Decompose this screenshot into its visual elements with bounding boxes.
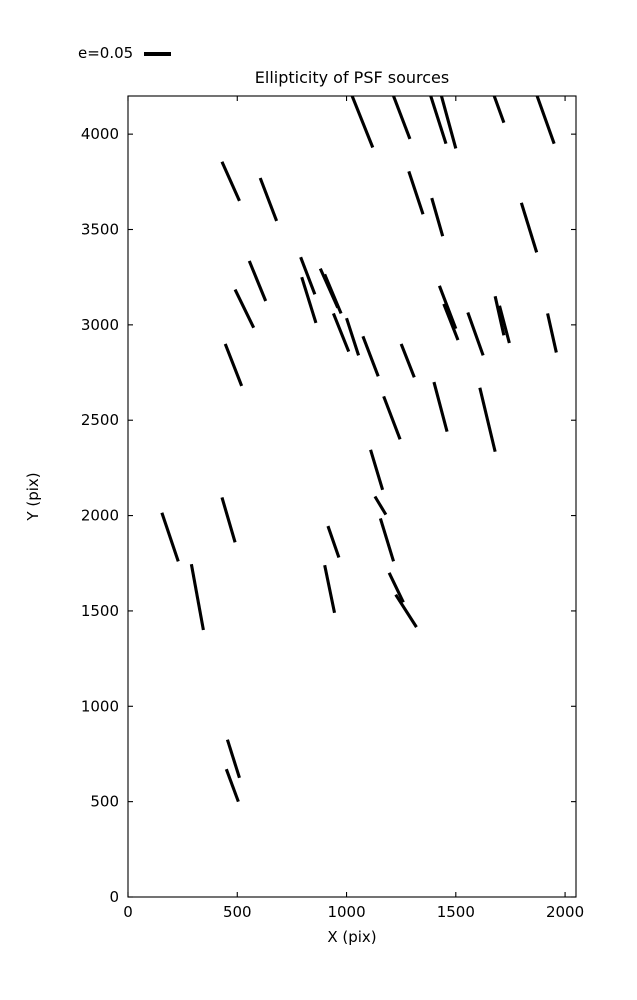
axes-frame bbox=[127, 95, 577, 898]
whisker-6 bbox=[220, 161, 241, 202]
whisker-27 bbox=[399, 343, 416, 378]
y-tick-label: 500 bbox=[90, 793, 119, 811]
whisker-40 bbox=[394, 593, 418, 628]
whisker-layer bbox=[160, 96, 558, 803]
whisker-0 bbox=[350, 96, 375, 149]
y-tick-label: 0 bbox=[109, 888, 119, 906]
whisker-22 bbox=[466, 311, 485, 356]
whisker-14 bbox=[300, 276, 318, 324]
whisker-13 bbox=[233, 288, 256, 329]
x-tick-label: 2000 bbox=[546, 903, 584, 921]
whisker-7 bbox=[258, 177, 279, 222]
page-title: Ellipticity of PSF sources bbox=[254, 68, 450, 87]
x-tick-label: 1500 bbox=[437, 903, 475, 921]
whisker-4 bbox=[492, 96, 506, 124]
whisker-35 bbox=[378, 517, 396, 562]
y-tick-label: 4000 bbox=[81, 125, 119, 143]
y-axis-label: Y (pix) bbox=[24, 472, 42, 521]
axis-layer: 0 500 1000 1500 2000 0 500 1000 1500 2000 2500 3000… bbox=[24, 95, 584, 946]
ellipticity-scale-legend: e=0.05 bbox=[78, 44, 172, 62]
whisker-30 bbox=[382, 395, 402, 440]
reference-ellipticity-bar-icon bbox=[144, 51, 172, 56]
whisker-26 bbox=[361, 335, 380, 377]
legend-label: e=0.05 bbox=[78, 44, 134, 62]
y-tick-label: 1500 bbox=[81, 602, 119, 620]
y-tick-label: 1000 bbox=[81, 697, 119, 715]
whisker-37 bbox=[189, 563, 205, 631]
whisker-11 bbox=[430, 197, 445, 237]
whisker-18 bbox=[223, 343, 244, 387]
x-axis-label: X (pix) bbox=[327, 928, 376, 946]
whisker-3 bbox=[439, 96, 458, 149]
whisker-1 bbox=[391, 96, 412, 140]
y-tick-label: 3500 bbox=[81, 221, 119, 239]
y-tick-label: 2500 bbox=[81, 411, 119, 429]
whisker-17 bbox=[437, 285, 458, 330]
whisker-24 bbox=[498, 305, 511, 344]
whisker-36 bbox=[326, 525, 341, 559]
whisker-8 bbox=[407, 170, 425, 215]
y-tick-label: 3000 bbox=[81, 316, 119, 334]
whisker-16 bbox=[323, 273, 343, 315]
x-tick-label: 0 bbox=[123, 903, 133, 921]
whisker-10 bbox=[299, 256, 317, 295]
whisker-5 bbox=[535, 96, 556, 145]
whisker-25 bbox=[546, 313, 558, 353]
whisker-12 bbox=[519, 202, 539, 253]
whisker-2 bbox=[429, 96, 448, 145]
whisker-38 bbox=[323, 564, 337, 614]
whisker-28 bbox=[432, 381, 449, 433]
whisker-32 bbox=[160, 512, 180, 562]
whisker-20 bbox=[345, 317, 361, 356]
whisker-41 bbox=[225, 739, 241, 779]
whisker-39 bbox=[387, 572, 405, 604]
whisker-34 bbox=[373, 495, 388, 516]
whisker-29 bbox=[478, 387, 497, 453]
whisker-19 bbox=[331, 312, 351, 353]
y-tick-label: 2000 bbox=[81, 507, 119, 525]
whisker-21 bbox=[442, 303, 460, 341]
x-tick-label: 500 bbox=[223, 903, 252, 921]
whisker-9 bbox=[247, 260, 268, 302]
whisker-42 bbox=[224, 768, 240, 803]
whisker-33 bbox=[220, 497, 237, 543]
x-tick-label: 1000 bbox=[327, 903, 365, 921]
whisker-23 bbox=[493, 295, 506, 336]
whisker-31 bbox=[369, 449, 385, 491]
